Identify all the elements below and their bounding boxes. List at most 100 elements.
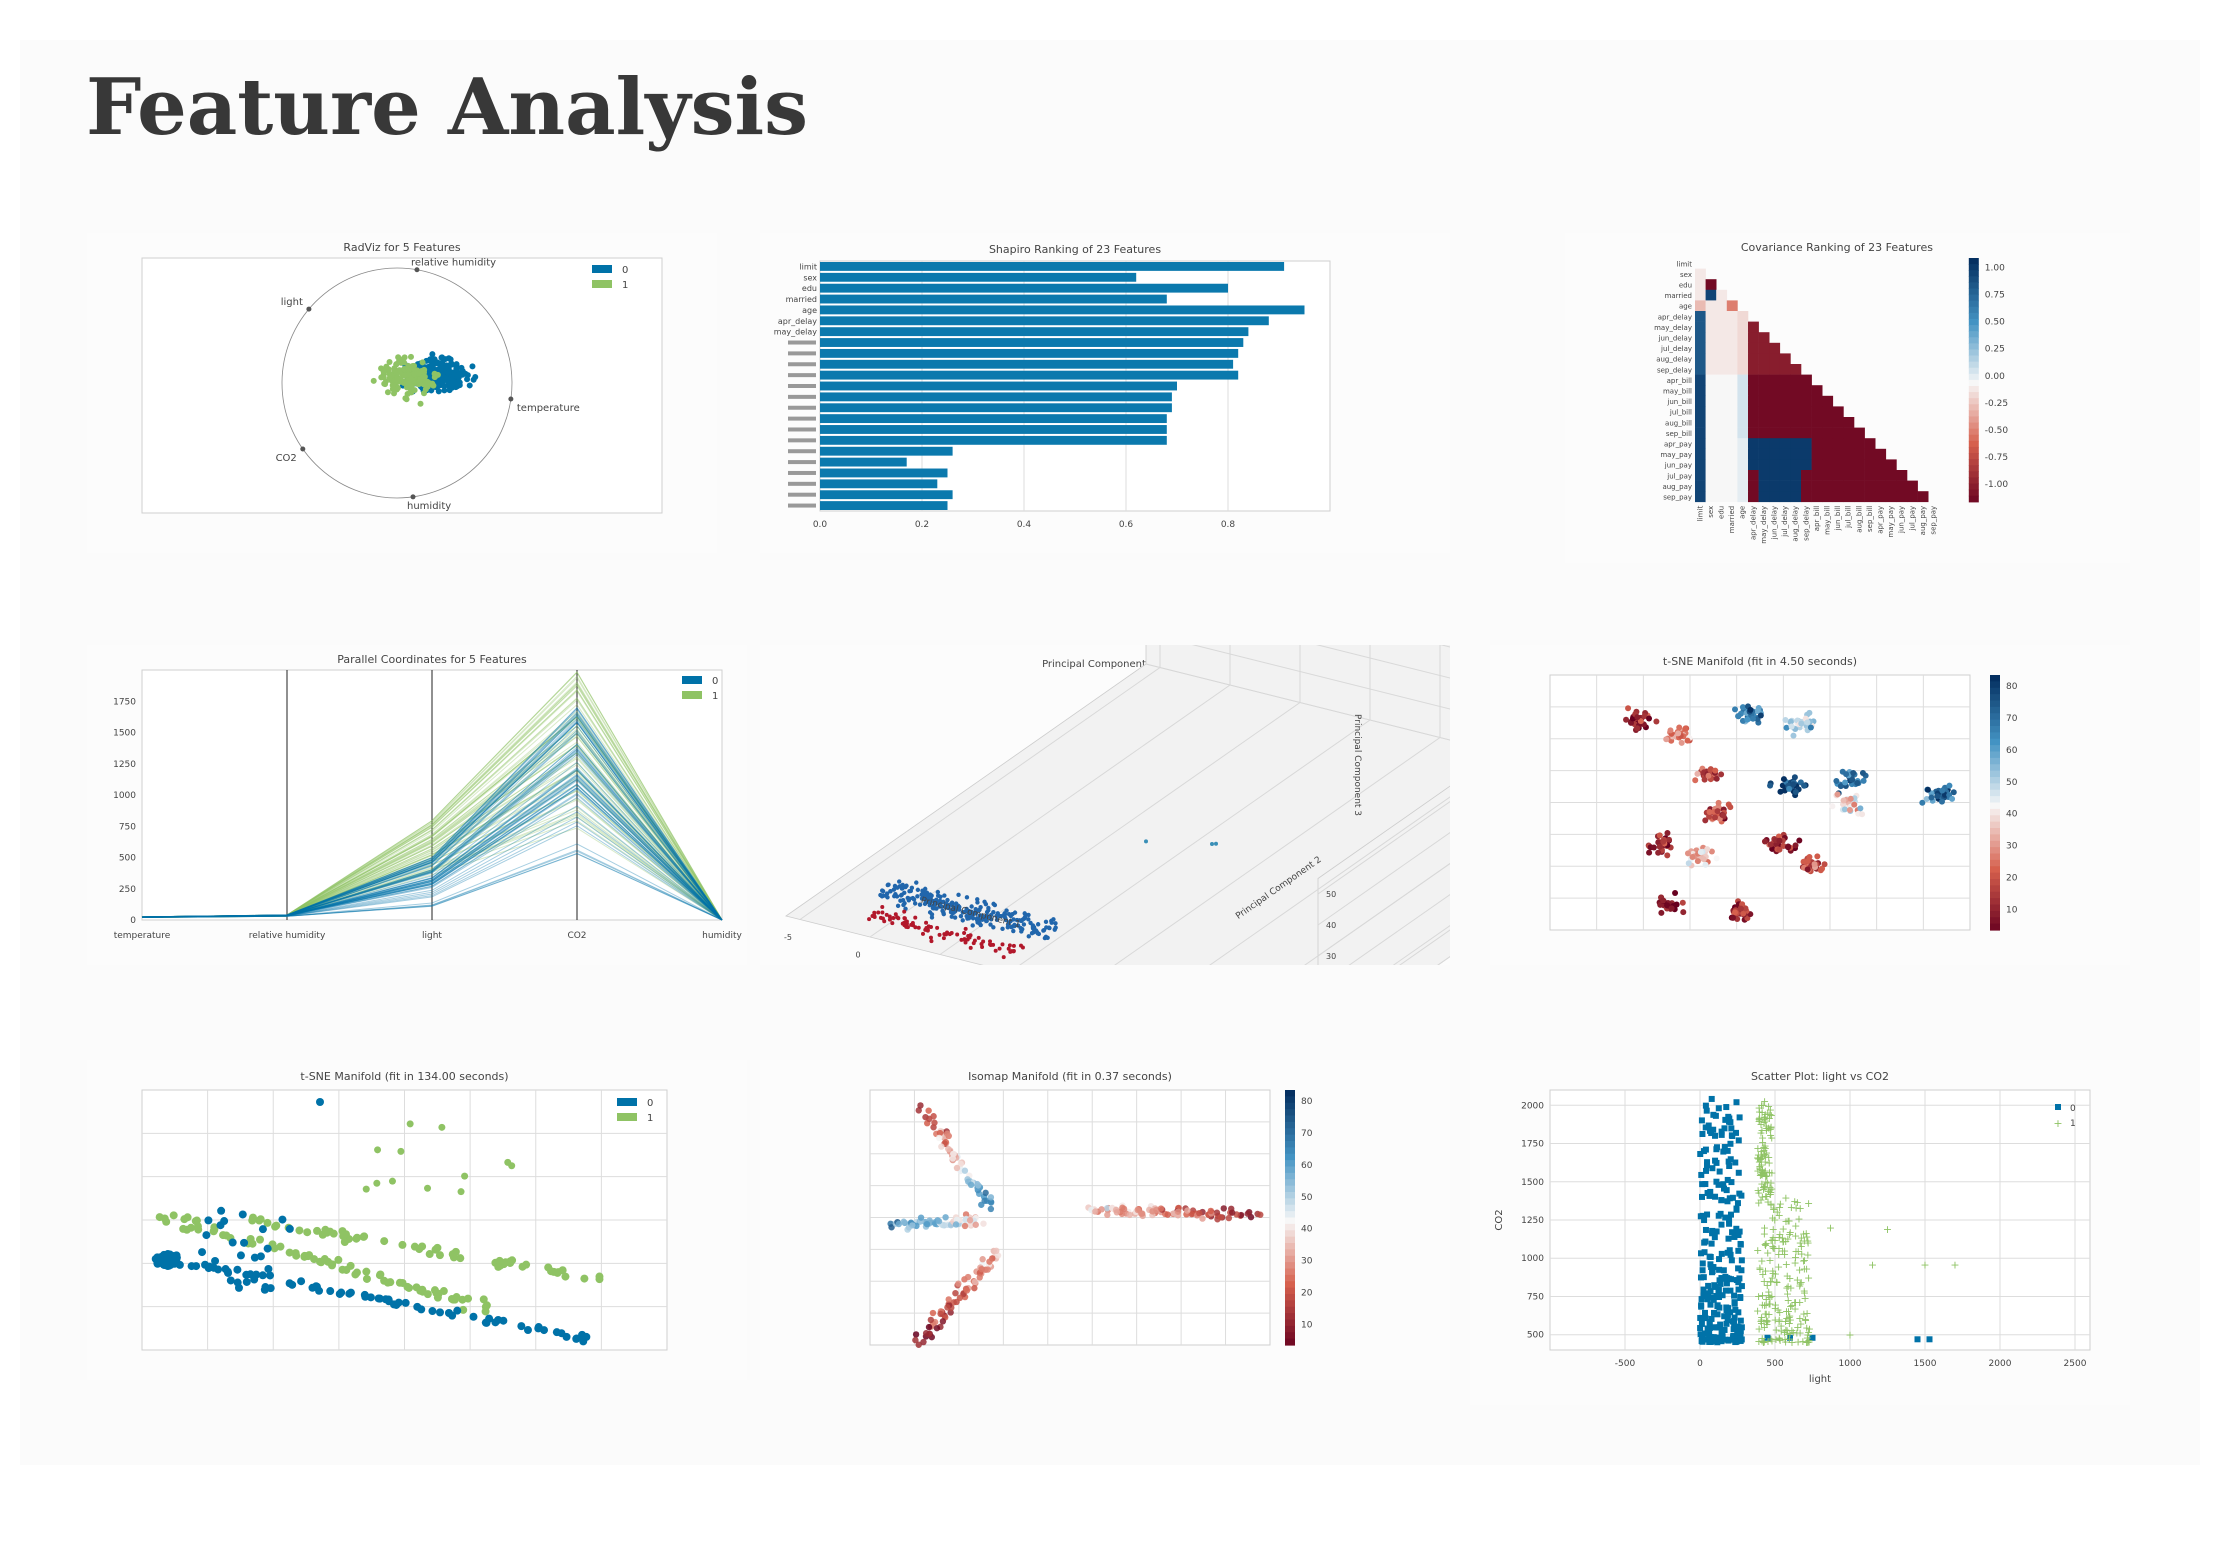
scatter-point	[1717, 1280, 1724, 1287]
scatter-point	[1736, 1114, 1743, 1121]
tsne-point	[1946, 782, 1953, 789]
colorbar-cell	[1285, 1153, 1295, 1161]
legend-label: 0	[712, 676, 718, 687]
scatter-point: +	[1778, 1235, 1787, 1248]
parallel-line	[141, 799, 723, 921]
scatter-point	[1698, 1250, 1705, 1257]
pca-point	[993, 948, 998, 953]
heatmap-cell	[1885, 491, 1897, 503]
heatmap-cell	[1843, 417, 1855, 428]
scatter-point: +	[1762, 1190, 1771, 1203]
tsne-point	[250, 1253, 259, 1262]
scatter-point: +	[1781, 1191, 1790, 1204]
scatter-point	[1703, 1167, 1710, 1174]
radviz-point	[429, 365, 436, 372]
tsne-point	[1704, 846, 1711, 853]
pca-point	[915, 887, 921, 893]
radviz-point	[419, 359, 426, 366]
tsne-point	[263, 1244, 272, 1253]
pca-point	[965, 937, 970, 942]
scatter-point: +	[1795, 1296, 1804, 1309]
x-tick-label: 0.6	[1119, 520, 1134, 530]
col-label: jun_bill	[1834, 506, 1842, 532]
heatmap-cell	[1748, 417, 1759, 428]
pca-backwall	[1145, 645, 1450, 741]
scatter-point	[1725, 1235, 1732, 1242]
col-label: apr_bill	[1813, 506, 1821, 531]
scatter-point	[1702, 1102, 1709, 1109]
heatmap-cell	[1769, 491, 1781, 503]
scatter-point: +	[1764, 1122, 1773, 1135]
radviz-point	[380, 368, 387, 375]
scatter-point	[1712, 1132, 1719, 1139]
tsne-point	[1679, 899, 1686, 906]
tsne-point	[1811, 861, 1818, 868]
tsne-point	[1776, 846, 1783, 853]
heatmap-cell	[1896, 491, 1908, 503]
chart-title: Covariance Ranking of 23 Features	[1741, 241, 1933, 254]
colorbar-cell	[1285, 1294, 1295, 1301]
heatmap-cell	[1832, 417, 1844, 428]
bar	[820, 316, 1269, 326]
parallel-panel: Parallel Coordinates for 5 Features tempe…	[87, 645, 747, 965]
heatmap-cell	[1726, 300, 1738, 312]
tsne-point	[1814, 853, 1821, 860]
scatter-point	[1698, 1117, 1705, 1124]
radviz-point	[403, 396, 410, 403]
scatter-point	[1732, 1129, 1739, 1136]
colorbar-cell	[1285, 1249, 1295, 1257]
parallel-line	[141, 725, 723, 921]
tsne-point	[228, 1238, 237, 1247]
isomap-point	[939, 1318, 947, 1325]
colorbar-cell	[1285, 1306, 1295, 1314]
tsne-point	[346, 1261, 355, 1270]
heatmap-cell	[1854, 427, 1865, 439]
heatmap-cell	[1737, 342, 1749, 354]
scatter-point	[1720, 1181, 1727, 1188]
heatmap-cell	[1832, 448, 1844, 460]
scatter-point	[1726, 1216, 1733, 1223]
scatter-point	[1764, 1334, 1771, 1341]
pca-point	[880, 910, 885, 915]
row-label: jul_bill	[1669, 409, 1692, 417]
heatmap-cell	[1705, 427, 1717, 439]
pca-point	[977, 921, 982, 926]
tsne-point	[362, 1274, 371, 1283]
parallel-line	[141, 850, 723, 921]
isomap-point	[1098, 1206, 1105, 1213]
heatmap-cell	[1716, 395, 1728, 407]
scatter-point: +	[1777, 1320, 1786, 1333]
heatmap-cell	[1695, 268, 1706, 280]
col-label: sep_pay	[1930, 506, 1938, 535]
colorbar-cell	[1285, 1121, 1295, 1129]
tsne-point	[1653, 718, 1660, 725]
parallel-line	[141, 689, 723, 921]
heatmap-cell	[1716, 470, 1728, 481]
scatter-point: +	[1763, 1196, 1772, 1209]
tsne-point	[1837, 783, 1844, 790]
heatmap-cell	[1779, 353, 1791, 365]
colorbar-tick: 80	[1301, 1097, 1313, 1107]
colorbar-cell	[1968, 264, 1979, 271]
tsne-point	[1938, 798, 1945, 805]
parallel-line	[141, 713, 723, 921]
scatter-point: +	[1790, 1195, 1799, 1208]
heatmap-cell	[1726, 459, 1738, 471]
bar	[820, 490, 953, 500]
y-tick-label: edu	[802, 284, 817, 293]
parallel-line	[141, 731, 723, 921]
isomap-point	[952, 1221, 960, 1228]
heatmap-cell	[1705, 395, 1717, 407]
pca-sidewall	[1317, 785, 1450, 965]
tsne-point	[398, 1240, 407, 1249]
colorbar-cell	[1285, 1102, 1295, 1110]
scatter-point	[1702, 1124, 1709, 1131]
tsne-point	[1732, 909, 1739, 916]
tsne-point	[1806, 709, 1813, 716]
scatter-point	[1716, 1304, 1723, 1311]
parallel-line	[141, 772, 723, 921]
heatmap-cell	[1843, 438, 1855, 450]
pca-point	[884, 891, 890, 896]
scatter-point: +	[1766, 1188, 1775, 1201]
x-tick-label: 1500	[1914, 1359, 1937, 1369]
